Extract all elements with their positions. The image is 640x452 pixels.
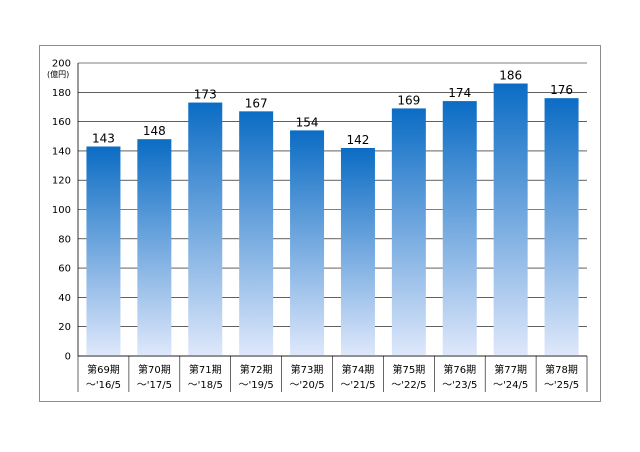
y-tick-label: 140 (52, 146, 71, 157)
x-tick-label: 第70期 (138, 363, 171, 376)
x-tick-label: 第78期 (545, 363, 578, 376)
data-label: 176 (550, 83, 573, 97)
x-tick-label-period: ～'25/5 (544, 380, 579, 391)
x-tick-label-period: ～'21/5 (340, 380, 375, 391)
y-axis-unit-label: (億円) (47, 69, 69, 79)
x-tick-label: 第76期 (443, 363, 476, 376)
data-label: 148 (143, 124, 166, 138)
data-label: 142 (346, 133, 369, 147)
x-tick-label: 第77期 (494, 363, 527, 376)
y-tick-label: 20 (58, 322, 71, 333)
data-label: 143 (92, 132, 115, 146)
x-tick-label-period: ～'22/5 (391, 380, 426, 391)
y-tick-label: 80 (58, 234, 71, 245)
x-tick-label-period: ～'19/5 (239, 380, 274, 391)
bar (391, 108, 426, 356)
y-tick-label: 40 (58, 293, 71, 304)
data-label: 186 (499, 69, 522, 83)
y-tick-label: 160 (52, 117, 71, 128)
x-tick-label: 第71期 (189, 363, 222, 376)
data-label: 174 (448, 86, 471, 100)
bar (442, 101, 477, 356)
y-tick-label: 100 (52, 205, 71, 216)
x-tick-label: 第74期 (342, 363, 375, 376)
x-tick-label: 第72期 (240, 363, 273, 376)
x-tick-label: 第73期 (291, 363, 324, 376)
y-tick-label: 200 (52, 59, 71, 70)
y-tick-label: 120 (52, 176, 71, 187)
bar (290, 130, 325, 356)
x-tick-label-period: ～'18/5 (188, 380, 223, 391)
x-tick-label: 第75期 (392, 363, 425, 376)
x-tick-label: 第69期 (87, 363, 120, 376)
x-tick-label-period: ～'23/5 (442, 380, 477, 391)
bar (340, 147, 375, 356)
bar (188, 102, 223, 357)
bar (493, 83, 528, 356)
y-tick-label: 180 (52, 88, 71, 99)
data-label: 169 (397, 93, 420, 107)
bar (544, 98, 579, 356)
data-label: 173 (194, 88, 217, 102)
bar (86, 146, 121, 356)
x-axis-categories: 第69期 ～'16/5 第70期 ～'17/5 第71期 ～'18/5 第72期 ～'19/5… (77, 356, 588, 392)
data-label: 167 (245, 96, 268, 110)
data-labels: 143 148 173 167 154 142 169 174 186 176 (92, 69, 573, 147)
data-label: 154 (296, 115, 319, 129)
y-tick-label: 60 (58, 264, 71, 275)
x-tick-label-period: ～'20/5 (289, 380, 324, 391)
x-tick-label-period: ～'17/5 (137, 380, 172, 391)
x-tick-label-period: ～'24/5 (493, 380, 528, 391)
bar (239, 111, 274, 356)
x-tick-label-period: ～'16/5 (86, 380, 121, 391)
y-tick-label: 0 (65, 352, 71, 363)
bars (86, 83, 579, 357)
bar (137, 139, 172, 356)
